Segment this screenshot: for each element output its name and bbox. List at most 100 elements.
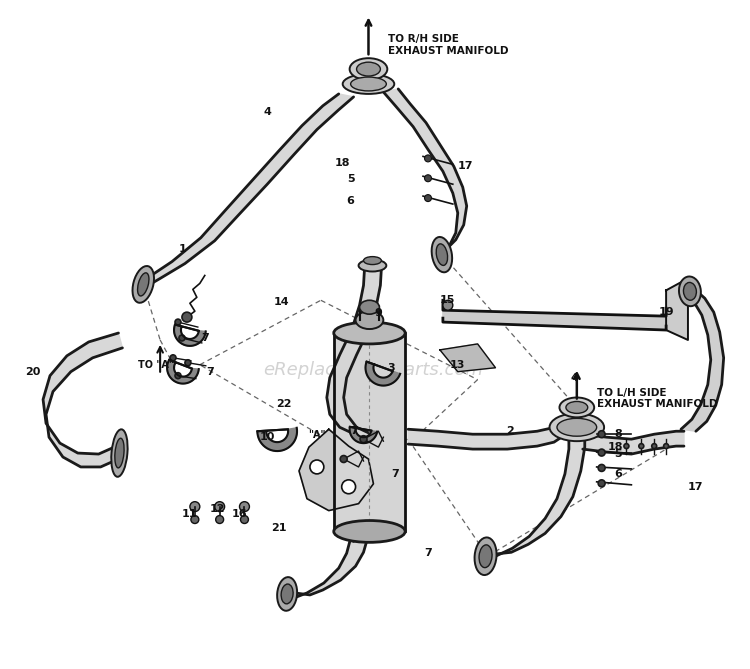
Ellipse shape <box>278 577 297 611</box>
Polygon shape <box>257 427 297 451</box>
Text: 7: 7 <box>201 333 208 343</box>
Text: 17: 17 <box>458 161 473 171</box>
Ellipse shape <box>334 322 405 344</box>
Ellipse shape <box>115 438 124 468</box>
Text: TO L/H SIDE
EXHAUST MANIFOLD: TO L/H SIDE EXHAUST MANIFOLD <box>597 387 717 409</box>
Circle shape <box>652 444 657 449</box>
Circle shape <box>598 480 605 487</box>
Text: 7: 7 <box>424 549 432 558</box>
Ellipse shape <box>350 58 387 80</box>
Text: 3: 3 <box>388 363 395 373</box>
Polygon shape <box>350 427 377 443</box>
Text: 6: 6 <box>614 469 622 479</box>
Ellipse shape <box>475 537 496 575</box>
Ellipse shape <box>137 273 149 296</box>
Text: "A": "A" <box>308 430 326 440</box>
Text: 13: 13 <box>450 360 466 370</box>
Ellipse shape <box>557 418 597 436</box>
Circle shape <box>598 431 605 438</box>
Ellipse shape <box>364 257 381 264</box>
Polygon shape <box>279 539 370 598</box>
Polygon shape <box>334 333 405 531</box>
Polygon shape <box>666 278 688 340</box>
Text: 4: 4 <box>263 107 272 117</box>
Text: 7: 7 <box>392 469 399 479</box>
Circle shape <box>170 355 176 361</box>
Circle shape <box>310 460 324 474</box>
Text: 12: 12 <box>210 504 226 514</box>
Text: 11: 11 <box>182 508 198 518</box>
Circle shape <box>241 516 248 524</box>
Polygon shape <box>440 344 496 372</box>
Ellipse shape <box>436 244 448 266</box>
Circle shape <box>179 335 185 341</box>
Circle shape <box>214 502 224 512</box>
Text: 14: 14 <box>273 297 289 307</box>
Polygon shape <box>681 290 724 432</box>
Polygon shape <box>408 413 569 449</box>
Text: 16: 16 <box>232 508 248 518</box>
Text: 5: 5 <box>346 174 355 184</box>
Ellipse shape <box>356 62 380 76</box>
Text: 9: 9 <box>374 308 382 318</box>
Text: 19: 19 <box>658 307 674 317</box>
Circle shape <box>340 456 347 462</box>
Text: 1: 1 <box>179 244 187 254</box>
Circle shape <box>360 436 367 443</box>
Circle shape <box>342 480 355 494</box>
Text: 10: 10 <box>260 432 275 442</box>
Circle shape <box>443 300 453 310</box>
Text: 8: 8 <box>614 429 622 440</box>
Circle shape <box>424 195 431 201</box>
Circle shape <box>624 444 629 449</box>
Ellipse shape <box>281 584 293 604</box>
Circle shape <box>175 373 181 379</box>
Ellipse shape <box>133 266 154 303</box>
Ellipse shape <box>343 74 394 94</box>
Ellipse shape <box>111 429 128 477</box>
Text: 20: 20 <box>26 367 40 377</box>
Circle shape <box>598 449 605 456</box>
Text: 15: 15 <box>440 295 455 305</box>
Ellipse shape <box>550 413 604 441</box>
Text: 2: 2 <box>506 426 515 436</box>
Circle shape <box>216 516 223 524</box>
Circle shape <box>664 444 668 449</box>
Text: 18: 18 <box>335 159 350 169</box>
Text: TO "A": TO "A" <box>138 360 174 370</box>
Text: 22: 22 <box>277 399 292 409</box>
Circle shape <box>182 312 192 322</box>
Text: 7: 7 <box>351 426 358 436</box>
Circle shape <box>424 155 431 162</box>
Polygon shape <box>443 300 666 330</box>
Text: 6: 6 <box>346 196 355 206</box>
Circle shape <box>598 464 605 472</box>
Circle shape <box>190 502 200 512</box>
Text: 7: 7 <box>206 367 214 377</box>
Circle shape <box>424 175 431 182</box>
Ellipse shape <box>350 77 386 91</box>
Text: 5: 5 <box>615 449 622 459</box>
Circle shape <box>239 502 250 512</box>
Text: 18: 18 <box>608 442 623 452</box>
Text: 21: 21 <box>272 523 287 533</box>
Ellipse shape <box>334 520 405 543</box>
Ellipse shape <box>566 401 588 413</box>
Polygon shape <box>365 362 400 385</box>
Text: 17: 17 <box>688 482 703 492</box>
Polygon shape <box>478 427 585 558</box>
Ellipse shape <box>432 237 452 272</box>
Text: TO R/H SIDE
EXHAUST MANIFOLD: TO R/H SIDE EXHAUST MANIFOLD <box>388 34 508 56</box>
Ellipse shape <box>479 545 492 567</box>
Ellipse shape <box>679 276 701 306</box>
Polygon shape <box>43 333 122 467</box>
Polygon shape <box>583 432 684 454</box>
Ellipse shape <box>683 282 697 300</box>
Polygon shape <box>174 324 206 346</box>
Text: eReplacementParts.com: eReplacementParts.com <box>263 361 483 379</box>
Ellipse shape <box>560 397 594 417</box>
Ellipse shape <box>359 300 380 314</box>
Polygon shape <box>137 94 353 286</box>
Ellipse shape <box>356 311 383 329</box>
Polygon shape <box>299 429 374 510</box>
